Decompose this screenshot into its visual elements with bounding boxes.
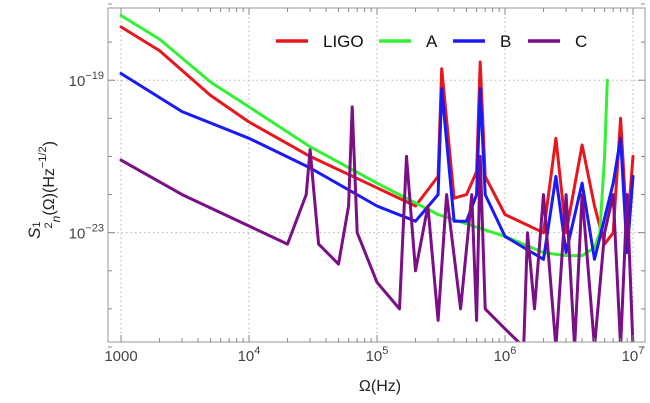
y-axis-title-close: ) [41, 141, 58, 146]
axis-ticks: 1000 104 105 106 107 10−19 10−23 [69, 3, 645, 365]
x-tick-label: 1000 [104, 348, 137, 365]
y-axis-title-subscript: n [49, 215, 63, 222]
y-axis-title-unit-exponent: −1/2 [37, 146, 49, 168]
x-tick-label: 105 [366, 345, 389, 365]
legend-label: B [500, 32, 511, 51]
legend-item-ligo: LIGO [276, 32, 364, 51]
legend-item-b: B [453, 32, 511, 51]
x-tick-label: 106 [494, 345, 517, 365]
y-axis-title-argument: (Ω)(Hz [41, 168, 58, 216]
x-tick-label: 107 [622, 345, 645, 365]
legend-item-a: A [379, 32, 438, 51]
legend-label: LIGO [323, 32, 364, 51]
y-tick-label: 10−23 [69, 223, 104, 243]
x-axis-title: Ω(Hz) [359, 378, 401, 395]
y-axis-title-symbol: S [25, 227, 44, 239]
y-tick-label: 10−19 [69, 70, 104, 90]
series-line-c [119, 105, 635, 342]
legend: LIGO A B C [276, 32, 587, 51]
legend-label: A [426, 32, 438, 51]
legend-label: C [575, 32, 587, 51]
svg-text:S12n(Ω)(Hz−1/2): S12n(Ω)(Hz−1/2) [25, 141, 63, 239]
y-axis-title: S12n(Ω)(Hz−1/2) [25, 141, 63, 239]
y-axis-title-exponent: 12 [31, 221, 55, 228]
x-tick-label: 104 [238, 345, 261, 365]
legend-item-c: C [528, 32, 587, 51]
series-lines [119, 14, 635, 342]
